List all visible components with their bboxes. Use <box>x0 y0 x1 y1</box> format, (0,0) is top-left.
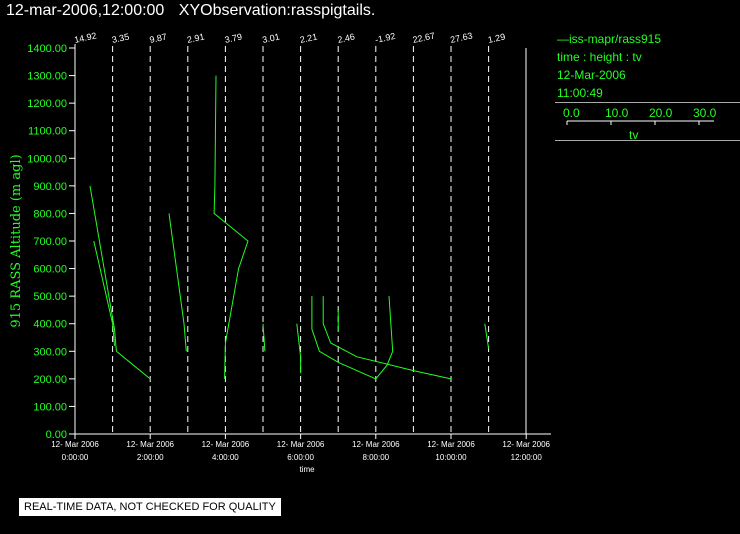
y-tick-label: 200.00 <box>33 374 67 386</box>
profile-label: 2.21 <box>299 32 318 45</box>
tv-profile-line <box>296 323 302 374</box>
legend-time: 11:00:49 <box>557 86 603 100</box>
y-tick-label: 0.00 <box>46 429 67 441</box>
y-tick-label: 100.00 <box>33 401 67 413</box>
y-tick-label: 1400.00 <box>27 43 67 55</box>
profile-label: -1.92 <box>374 31 396 45</box>
profile-label: 27.63 <box>449 30 473 44</box>
title-observation: XYObservation:rasspigtails. <box>178 2 376 19</box>
y-tick-label: 1000.00 <box>27 153 67 165</box>
chart-title: 12-mar-2006,12:00:00 XYObservation:rassp… <box>6 2 385 20</box>
legend: —iss-mapr/rass915 time : height : tv 12-… <box>557 30 661 102</box>
tv-scale-tick-2: 20.0 <box>649 106 673 120</box>
tv-profile-line <box>262 323 266 352</box>
tv-profile-line <box>93 240 115 346</box>
tv-profile-line <box>168 213 187 352</box>
y-tick-label: 900.00 <box>33 181 67 193</box>
x-tick-date: 12- Mar 2006 <box>502 440 550 449</box>
y-tick-label: 800.00 <box>33 208 67 220</box>
profile-label: 1.29 <box>487 32 506 45</box>
y-tick-label: 1100.00 <box>28 126 67 138</box>
profile-label: 3.79 <box>224 32 243 45</box>
legend-divider-bottom <box>555 140 740 141</box>
legend-mapping: time : height : tv <box>557 50 642 64</box>
x-axis-label: time <box>299 465 315 474</box>
legend-series: —iss-mapr/rass915 <box>557 32 662 46</box>
y-axis-label: 915 RASS Altitude (m agl) <box>9 154 24 327</box>
tv-profile-line <box>89 185 151 380</box>
legend-date: 12-Mar-2006 <box>557 68 626 82</box>
x-tick-time: 2:00:00 <box>137 453 164 462</box>
y-tick-label: 1200.00 <box>27 98 67 110</box>
profile-label: 2.46 <box>337 32 356 45</box>
x-tick-date: 12- Mar 2006 <box>277 440 325 449</box>
profile-label: 9.87 <box>149 32 168 45</box>
quality-notice: REAL-TIME DATA, NOT CHECKED FOR QUALITY <box>18 497 282 517</box>
legend-divider-top <box>555 102 740 103</box>
x-tick-date: 12- Mar 2006 <box>427 440 475 449</box>
y-tick-label: 1300.00 <box>27 71 67 83</box>
x-tick-time: 4:00:00 <box>212 453 239 462</box>
x-tick-date: 12- Mar 2006 <box>202 440 250 449</box>
profile-label: 2.91 <box>186 32 205 45</box>
tv-scale-tick-1: 10.0 <box>605 106 629 120</box>
profile-label: 3.01 <box>261 32 280 45</box>
profile-label: 3.35 <box>111 32 130 45</box>
tv-profile-line <box>484 323 490 349</box>
x-tick-time: 0:00:00 <box>62 453 89 462</box>
tv-profile-line <box>322 296 452 380</box>
y-tick-label: 500.00 <box>33 291 67 303</box>
x-tick-date: 12- Mar 2006 <box>352 440 400 449</box>
profile-label: 22.67 <box>412 30 436 44</box>
y-tick-label: 400.00 <box>33 319 67 331</box>
x-tick-date: 12- Mar 2006 <box>126 440 174 449</box>
x-tick-time: 8:00:00 <box>362 453 389 462</box>
title-datetime: 12-mar-2006,12:00:00 <box>6 2 165 19</box>
tv-scale-label: tv <box>629 128 639 142</box>
y-tick-label: 600.00 <box>33 264 67 276</box>
tv-profile-line <box>213 75 249 379</box>
x-tick-time: 6:00:00 <box>287 453 314 462</box>
tv-scale-tick-0: 0.0 <box>563 106 580 120</box>
y-tick-label: 700.00 <box>33 236 67 248</box>
tv-scale-tick-3: 30.0 <box>693 106 717 120</box>
tv-profile-line <box>311 296 377 380</box>
tv-profile-line <box>375 296 394 380</box>
y-tick-label: 300.00 <box>33 346 67 358</box>
x-tick-date: 12- Mar 2006 <box>51 440 99 449</box>
x-tick-time: 12:00:00 <box>511 453 543 462</box>
profile-label: 14.92 <box>73 30 97 44</box>
x-tick-time: 10:00:00 <box>435 453 467 462</box>
